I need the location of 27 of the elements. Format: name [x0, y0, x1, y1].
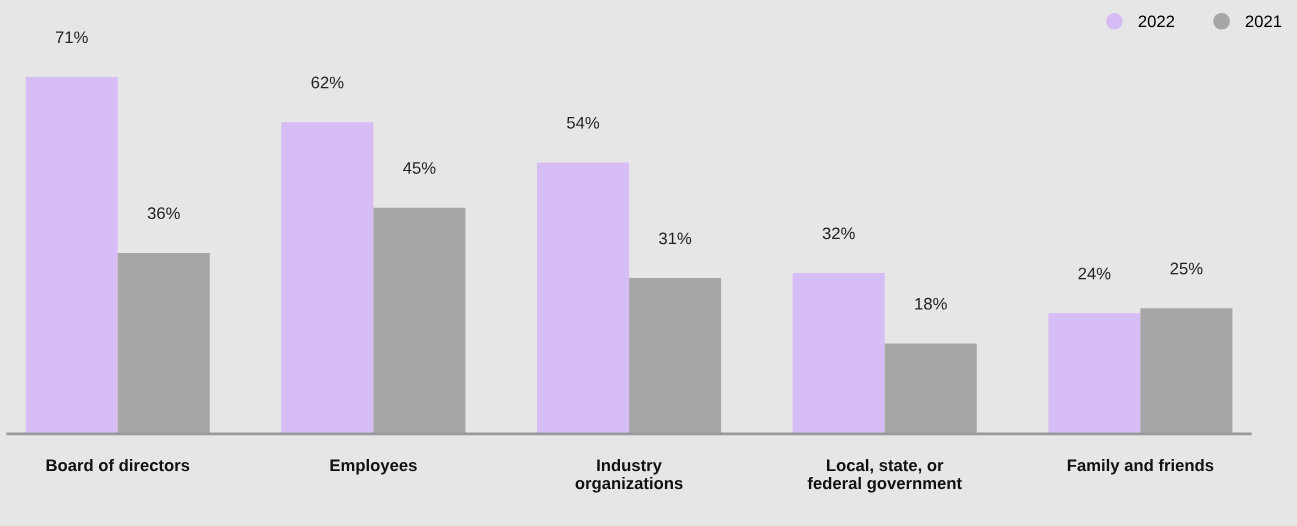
x-tick-label: Family and friends: [1067, 458, 1214, 475]
bar: [373, 207, 466, 434]
data-label: 25%: [1170, 262, 1203, 275]
bar: [281, 122, 374, 434]
x-tick-label: Industry organizations: [575, 458, 683, 493]
bar: [884, 343, 977, 434]
data-label: 71%: [55, 31, 88, 44]
bar: [537, 162, 630, 434]
data-label: 36%: [147, 207, 180, 220]
legend-label: 2021: [1245, 15, 1282, 28]
data-label: 32%: [822, 227, 855, 240]
x-tick-label: Local, state, or federal government: [807, 458, 962, 493]
legend-label: 2022: [1138, 15, 1175, 28]
x-tick-label: Board of directors: [46, 458, 190, 472]
data-label: 54%: [567, 116, 600, 129]
data-label: 18%: [915, 297, 947, 310]
bar: [117, 252, 210, 434]
bar: [792, 273, 885, 434]
x-tick-label: Employees: [330, 458, 417, 475]
bar: [1140, 308, 1233, 434]
data-label: 31%: [659, 232, 692, 245]
bar: [25, 77, 118, 434]
bar: [629, 278, 722, 434]
data-label: 24%: [1078, 267, 1111, 280]
data-label: 62%: [311, 76, 344, 89]
bar: [1048, 313, 1141, 434]
data-label: 45%: [403, 162, 436, 174]
